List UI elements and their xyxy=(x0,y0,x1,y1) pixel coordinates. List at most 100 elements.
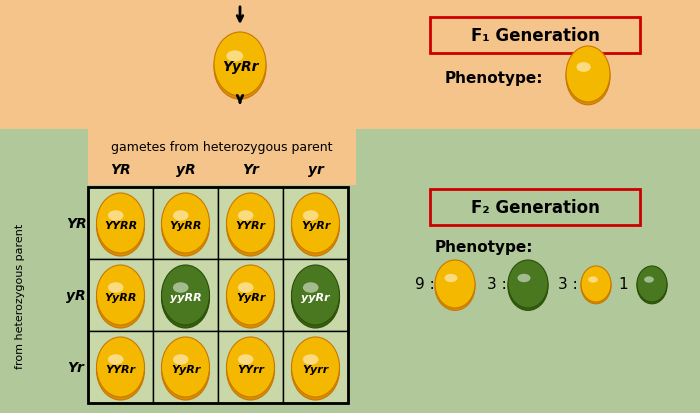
Ellipse shape xyxy=(108,354,123,365)
Ellipse shape xyxy=(637,268,667,304)
Bar xyxy=(88,188,153,259)
Ellipse shape xyxy=(577,63,591,73)
Ellipse shape xyxy=(108,211,123,221)
Ellipse shape xyxy=(162,337,209,397)
Ellipse shape xyxy=(566,50,610,106)
Text: from heterozygous parent: from heterozygous parent xyxy=(15,223,25,368)
Ellipse shape xyxy=(97,194,144,254)
Ellipse shape xyxy=(291,337,340,397)
Ellipse shape xyxy=(162,266,209,325)
Text: yR: yR xyxy=(176,163,195,177)
Text: 9 :: 9 : xyxy=(415,277,435,292)
Bar xyxy=(88,331,153,403)
Ellipse shape xyxy=(644,277,654,283)
Ellipse shape xyxy=(227,197,274,256)
Ellipse shape xyxy=(566,47,610,103)
Text: YYRR: YYRR xyxy=(104,221,137,230)
Text: YyRr: YyRr xyxy=(236,292,265,302)
Text: YYrr: YYrr xyxy=(237,364,264,374)
Ellipse shape xyxy=(291,194,340,254)
Ellipse shape xyxy=(238,354,253,365)
Ellipse shape xyxy=(97,340,144,400)
Ellipse shape xyxy=(291,266,340,325)
Ellipse shape xyxy=(227,340,274,400)
Ellipse shape xyxy=(97,266,144,325)
Ellipse shape xyxy=(97,337,144,397)
Text: YYRr: YYRr xyxy=(235,221,265,230)
Ellipse shape xyxy=(162,197,209,256)
Ellipse shape xyxy=(162,194,209,254)
Text: yyRR: yyRR xyxy=(169,292,202,302)
Text: YR: YR xyxy=(66,216,86,230)
Ellipse shape xyxy=(226,51,244,62)
Ellipse shape xyxy=(581,266,611,302)
Ellipse shape xyxy=(291,268,340,328)
Ellipse shape xyxy=(214,36,266,100)
Bar xyxy=(88,259,153,331)
Ellipse shape xyxy=(508,260,548,308)
Ellipse shape xyxy=(238,211,253,221)
Text: 1: 1 xyxy=(618,277,628,292)
Ellipse shape xyxy=(227,337,274,397)
Ellipse shape xyxy=(581,268,611,304)
Text: 3 :: 3 : xyxy=(558,277,577,292)
Ellipse shape xyxy=(227,194,274,254)
Ellipse shape xyxy=(108,282,123,293)
Bar xyxy=(153,259,218,331)
Ellipse shape xyxy=(303,282,319,293)
Text: F₂ Generation: F₂ Generation xyxy=(470,199,599,216)
Ellipse shape xyxy=(588,277,598,283)
Ellipse shape xyxy=(173,211,188,221)
Text: YyRR: YyRR xyxy=(169,221,202,230)
Text: Yr: Yr xyxy=(68,360,85,374)
Bar xyxy=(88,188,348,403)
Bar xyxy=(283,259,348,331)
Bar xyxy=(153,331,218,403)
Ellipse shape xyxy=(291,340,340,400)
Text: YyRr: YyRr xyxy=(171,364,200,374)
Ellipse shape xyxy=(97,268,144,328)
Ellipse shape xyxy=(162,268,209,328)
Bar xyxy=(283,331,348,403)
Bar xyxy=(153,188,218,259)
Text: Yr: Yr xyxy=(242,163,259,177)
Text: YyRr: YyRr xyxy=(301,221,330,230)
Ellipse shape xyxy=(227,268,274,328)
Bar xyxy=(218,331,283,403)
Ellipse shape xyxy=(517,274,531,282)
Ellipse shape xyxy=(162,340,209,400)
Ellipse shape xyxy=(637,266,667,302)
Text: yr: yr xyxy=(307,163,323,177)
Bar xyxy=(430,190,640,225)
Bar xyxy=(0,0,700,130)
Ellipse shape xyxy=(435,260,475,308)
Text: YR: YR xyxy=(110,163,131,177)
Bar xyxy=(218,259,283,331)
Text: yR: yR xyxy=(66,288,86,302)
Ellipse shape xyxy=(435,263,475,311)
Ellipse shape xyxy=(173,354,188,365)
Bar xyxy=(218,188,283,259)
Ellipse shape xyxy=(291,197,340,256)
Text: Phenotype:: Phenotype: xyxy=(435,240,533,255)
Ellipse shape xyxy=(303,211,319,221)
Text: YyRr: YyRr xyxy=(222,60,258,74)
Text: YYRr: YYRr xyxy=(106,364,136,374)
Ellipse shape xyxy=(238,282,253,293)
Ellipse shape xyxy=(508,263,548,311)
Ellipse shape xyxy=(97,197,144,256)
Bar xyxy=(283,188,348,259)
Ellipse shape xyxy=(303,354,319,365)
Ellipse shape xyxy=(444,274,458,282)
Text: 3 :: 3 : xyxy=(487,277,507,292)
Text: F₁ Generation: F₁ Generation xyxy=(470,27,599,45)
Ellipse shape xyxy=(214,33,266,97)
Text: YyRR: YyRR xyxy=(104,292,136,302)
Text: Yyrr: Yyrr xyxy=(302,364,328,374)
Ellipse shape xyxy=(227,266,274,325)
Text: gametes from heterozygous parent: gametes from heterozygous parent xyxy=(111,141,332,154)
Bar xyxy=(88,128,356,185)
Bar xyxy=(0,130,700,413)
Ellipse shape xyxy=(173,282,188,293)
Text: Phenotype:: Phenotype: xyxy=(445,70,543,85)
